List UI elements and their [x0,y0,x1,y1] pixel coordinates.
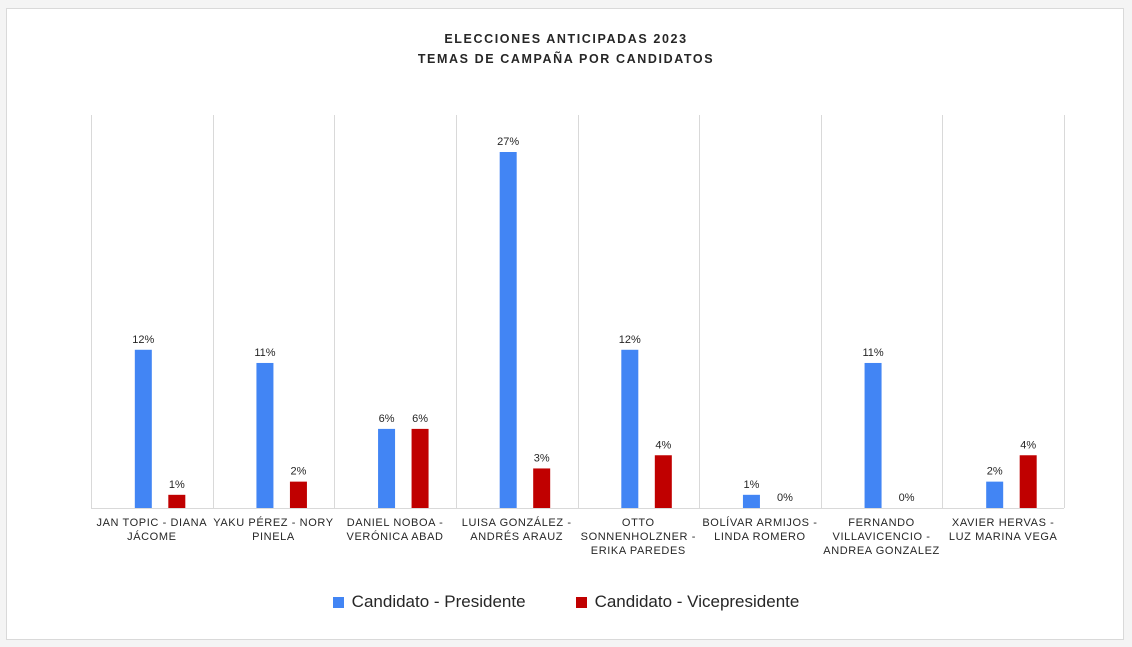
bar-vicepresidente [289,481,307,508]
bar-presidente [256,362,274,508]
category-label: ERIKA PAREDES [591,545,686,557]
chart-frame [6,8,1124,640]
category-label: JAN TOPIC - DIANA [96,517,207,529]
category-label: VERÓNICA ABAD [347,530,444,543]
legend-swatch-presidente [332,596,344,608]
data-label: 1% [743,479,759,491]
bar-presidente [742,494,760,508]
category-label: LINDA ROMERO [714,531,806,543]
legend-label-presidente: Candidato - Presidente [351,592,526,611]
data-label: 2% [987,466,1003,478]
category-label: ANDREA GONZALEZ [823,545,940,557]
legend-item-presidente: Candidato - Presidente [332,592,526,612]
bar-presidente [499,152,517,508]
category-label: LUZ MARINA VEGA [949,531,1058,543]
category-label: JÁCOME [127,530,176,543]
bar-presidente [378,428,396,508]
legend-swatch-vicepresidente [575,596,587,608]
chart-legend: Candidato - Presidente Candidato - Vicep… [0,592,1132,612]
data-label: 2% [290,466,306,478]
category-label: LUISA GONZÁLEZ - [462,516,572,529]
category-label: FERNANDO [848,517,915,529]
data-label: 27% [497,136,519,148]
legend-label-vicepresidente: Candidato - Vicepresidente [594,592,800,611]
data-label: 4% [1020,439,1036,451]
data-label: 11% [254,347,275,359]
category-label: PINELA [252,531,295,543]
category-label: DANIEL NOBOA - [347,517,444,529]
data-label: 3% [534,452,550,464]
bar-vicepresidente [168,494,186,508]
bar-presidente [864,362,882,508]
data-label: 0% [899,492,915,504]
data-label: 11% [862,347,883,359]
bar-presidente [621,349,639,508]
bar-presidente [986,481,1004,508]
data-label: 6% [412,413,428,425]
category-label: ANDRÉS ARAUZ [470,530,563,543]
category-label: OTTO [622,517,655,529]
data-label: 4% [655,439,671,451]
bar-vicepresidente [1019,455,1037,508]
data-label: 0% [777,492,793,504]
data-label: 1% [169,479,185,491]
data-label: 12% [619,334,641,346]
data-label: 12% [132,334,154,346]
bar-vicepresidente [411,428,429,508]
chart-title: ELECCIONES ANTICIPADAS 2023 [444,32,688,46]
category-label: BOLÍVAR ARMIJOS - [702,516,817,529]
legend-item-vicepresidente: Candidato - Vicepresidente [575,592,800,612]
chart-subtitle: TEMAS DE CAMPAÑA POR CANDIDATOS [417,52,715,66]
category-label: YAKU PÉREZ - NORY [213,516,333,529]
category-label: SONNENHOLZNER - [581,531,696,543]
bar-presidente [134,349,152,508]
data-label: 6% [379,413,395,425]
category-label: VILLAVICENCIO - [833,531,931,543]
category-label: XAVIER HERVAS - [952,517,1055,529]
bar-vicepresidente [654,455,672,508]
bar-vicepresidente [533,468,551,508]
